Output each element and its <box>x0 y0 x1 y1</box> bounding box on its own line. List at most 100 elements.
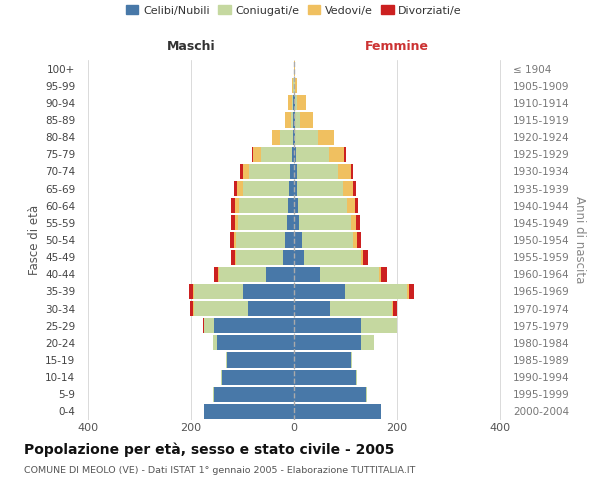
Bar <box>193 301 194 316</box>
Bar <box>194 301 248 316</box>
Bar <box>266 266 294 282</box>
Bar <box>329 146 344 162</box>
Bar <box>285 112 291 128</box>
Bar <box>296 181 343 196</box>
Bar <box>234 181 238 196</box>
Bar <box>298 198 347 214</box>
Bar <box>214 386 294 402</box>
Bar <box>353 232 357 248</box>
Bar <box>288 96 292 110</box>
Bar <box>213 386 214 402</box>
Bar <box>361 318 397 334</box>
Bar <box>238 216 287 230</box>
Bar <box>296 146 329 162</box>
Bar <box>381 266 387 282</box>
Bar <box>214 318 294 334</box>
Bar <box>242 284 294 299</box>
Bar <box>242 181 289 196</box>
Bar <box>190 301 193 316</box>
Bar <box>242 164 249 179</box>
Bar <box>357 232 361 248</box>
Bar <box>361 250 364 264</box>
Bar <box>294 352 350 368</box>
Bar <box>343 181 353 196</box>
Bar <box>218 266 220 282</box>
Bar <box>293 130 294 144</box>
Bar <box>304 250 361 264</box>
Bar <box>231 216 235 230</box>
Bar <box>292 146 294 162</box>
Bar <box>236 250 283 264</box>
Bar <box>283 250 294 264</box>
Bar <box>231 250 235 264</box>
Bar <box>294 232 302 248</box>
Bar <box>350 216 356 230</box>
Bar <box>338 164 350 179</box>
Bar <box>379 266 381 282</box>
Bar <box>235 198 239 214</box>
Text: Maschi: Maschi <box>167 40 215 52</box>
Bar <box>234 232 236 248</box>
Bar <box>291 112 293 128</box>
Bar <box>288 198 294 214</box>
Bar <box>240 164 242 179</box>
Bar <box>280 130 293 144</box>
Bar <box>217 336 294 350</box>
Bar <box>235 250 236 264</box>
Bar <box>253 146 261 162</box>
Bar <box>248 301 294 316</box>
Bar <box>295 112 299 128</box>
Bar <box>407 284 409 299</box>
Bar <box>330 301 392 316</box>
Bar <box>350 352 352 368</box>
Bar <box>409 284 414 299</box>
Bar <box>272 130 280 144</box>
Bar <box>294 301 330 316</box>
Bar <box>290 164 294 179</box>
Bar <box>294 181 296 196</box>
Bar <box>249 164 290 179</box>
Bar <box>346 284 407 299</box>
Bar <box>239 198 288 214</box>
Bar <box>294 404 382 419</box>
Bar <box>222 370 294 384</box>
Bar <box>236 232 285 248</box>
Bar <box>294 336 361 350</box>
Bar <box>292 78 293 94</box>
Bar <box>302 232 353 248</box>
Bar <box>294 164 296 179</box>
Text: Popolazione per età, sesso e stato civile - 2005: Popolazione per età, sesso e stato civil… <box>24 442 394 457</box>
Bar <box>214 266 218 282</box>
Bar <box>294 318 361 334</box>
Bar <box>355 198 358 214</box>
Bar <box>204 318 214 334</box>
Bar <box>292 96 293 110</box>
Bar <box>299 112 313 128</box>
Bar <box>350 164 353 179</box>
Bar <box>221 370 222 384</box>
Bar <box>285 232 294 248</box>
Y-axis label: Fasce di età: Fasce di età <box>28 205 41 275</box>
Bar <box>289 181 294 196</box>
Bar <box>295 78 297 94</box>
Bar <box>320 266 379 282</box>
Bar <box>347 198 355 214</box>
Bar <box>294 130 295 144</box>
Bar <box>361 336 374 350</box>
Bar <box>296 164 338 179</box>
Bar <box>193 284 194 299</box>
Bar <box>356 216 360 230</box>
Bar <box>230 232 234 248</box>
Bar <box>203 318 204 334</box>
Legend: Celibi/Nubili, Coniugati/e, Vedovi/e, Divorziati/e: Celibi/Nubili, Coniugati/e, Vedovi/e, Di… <box>122 1 466 20</box>
Bar <box>294 284 346 299</box>
Bar <box>287 216 294 230</box>
Bar <box>204 404 294 419</box>
Bar <box>235 216 238 230</box>
Bar <box>294 386 366 402</box>
Text: Femmine: Femmine <box>365 40 429 52</box>
Bar <box>226 352 227 368</box>
Bar <box>299 216 350 230</box>
Bar <box>344 146 346 162</box>
Bar <box>393 301 397 316</box>
